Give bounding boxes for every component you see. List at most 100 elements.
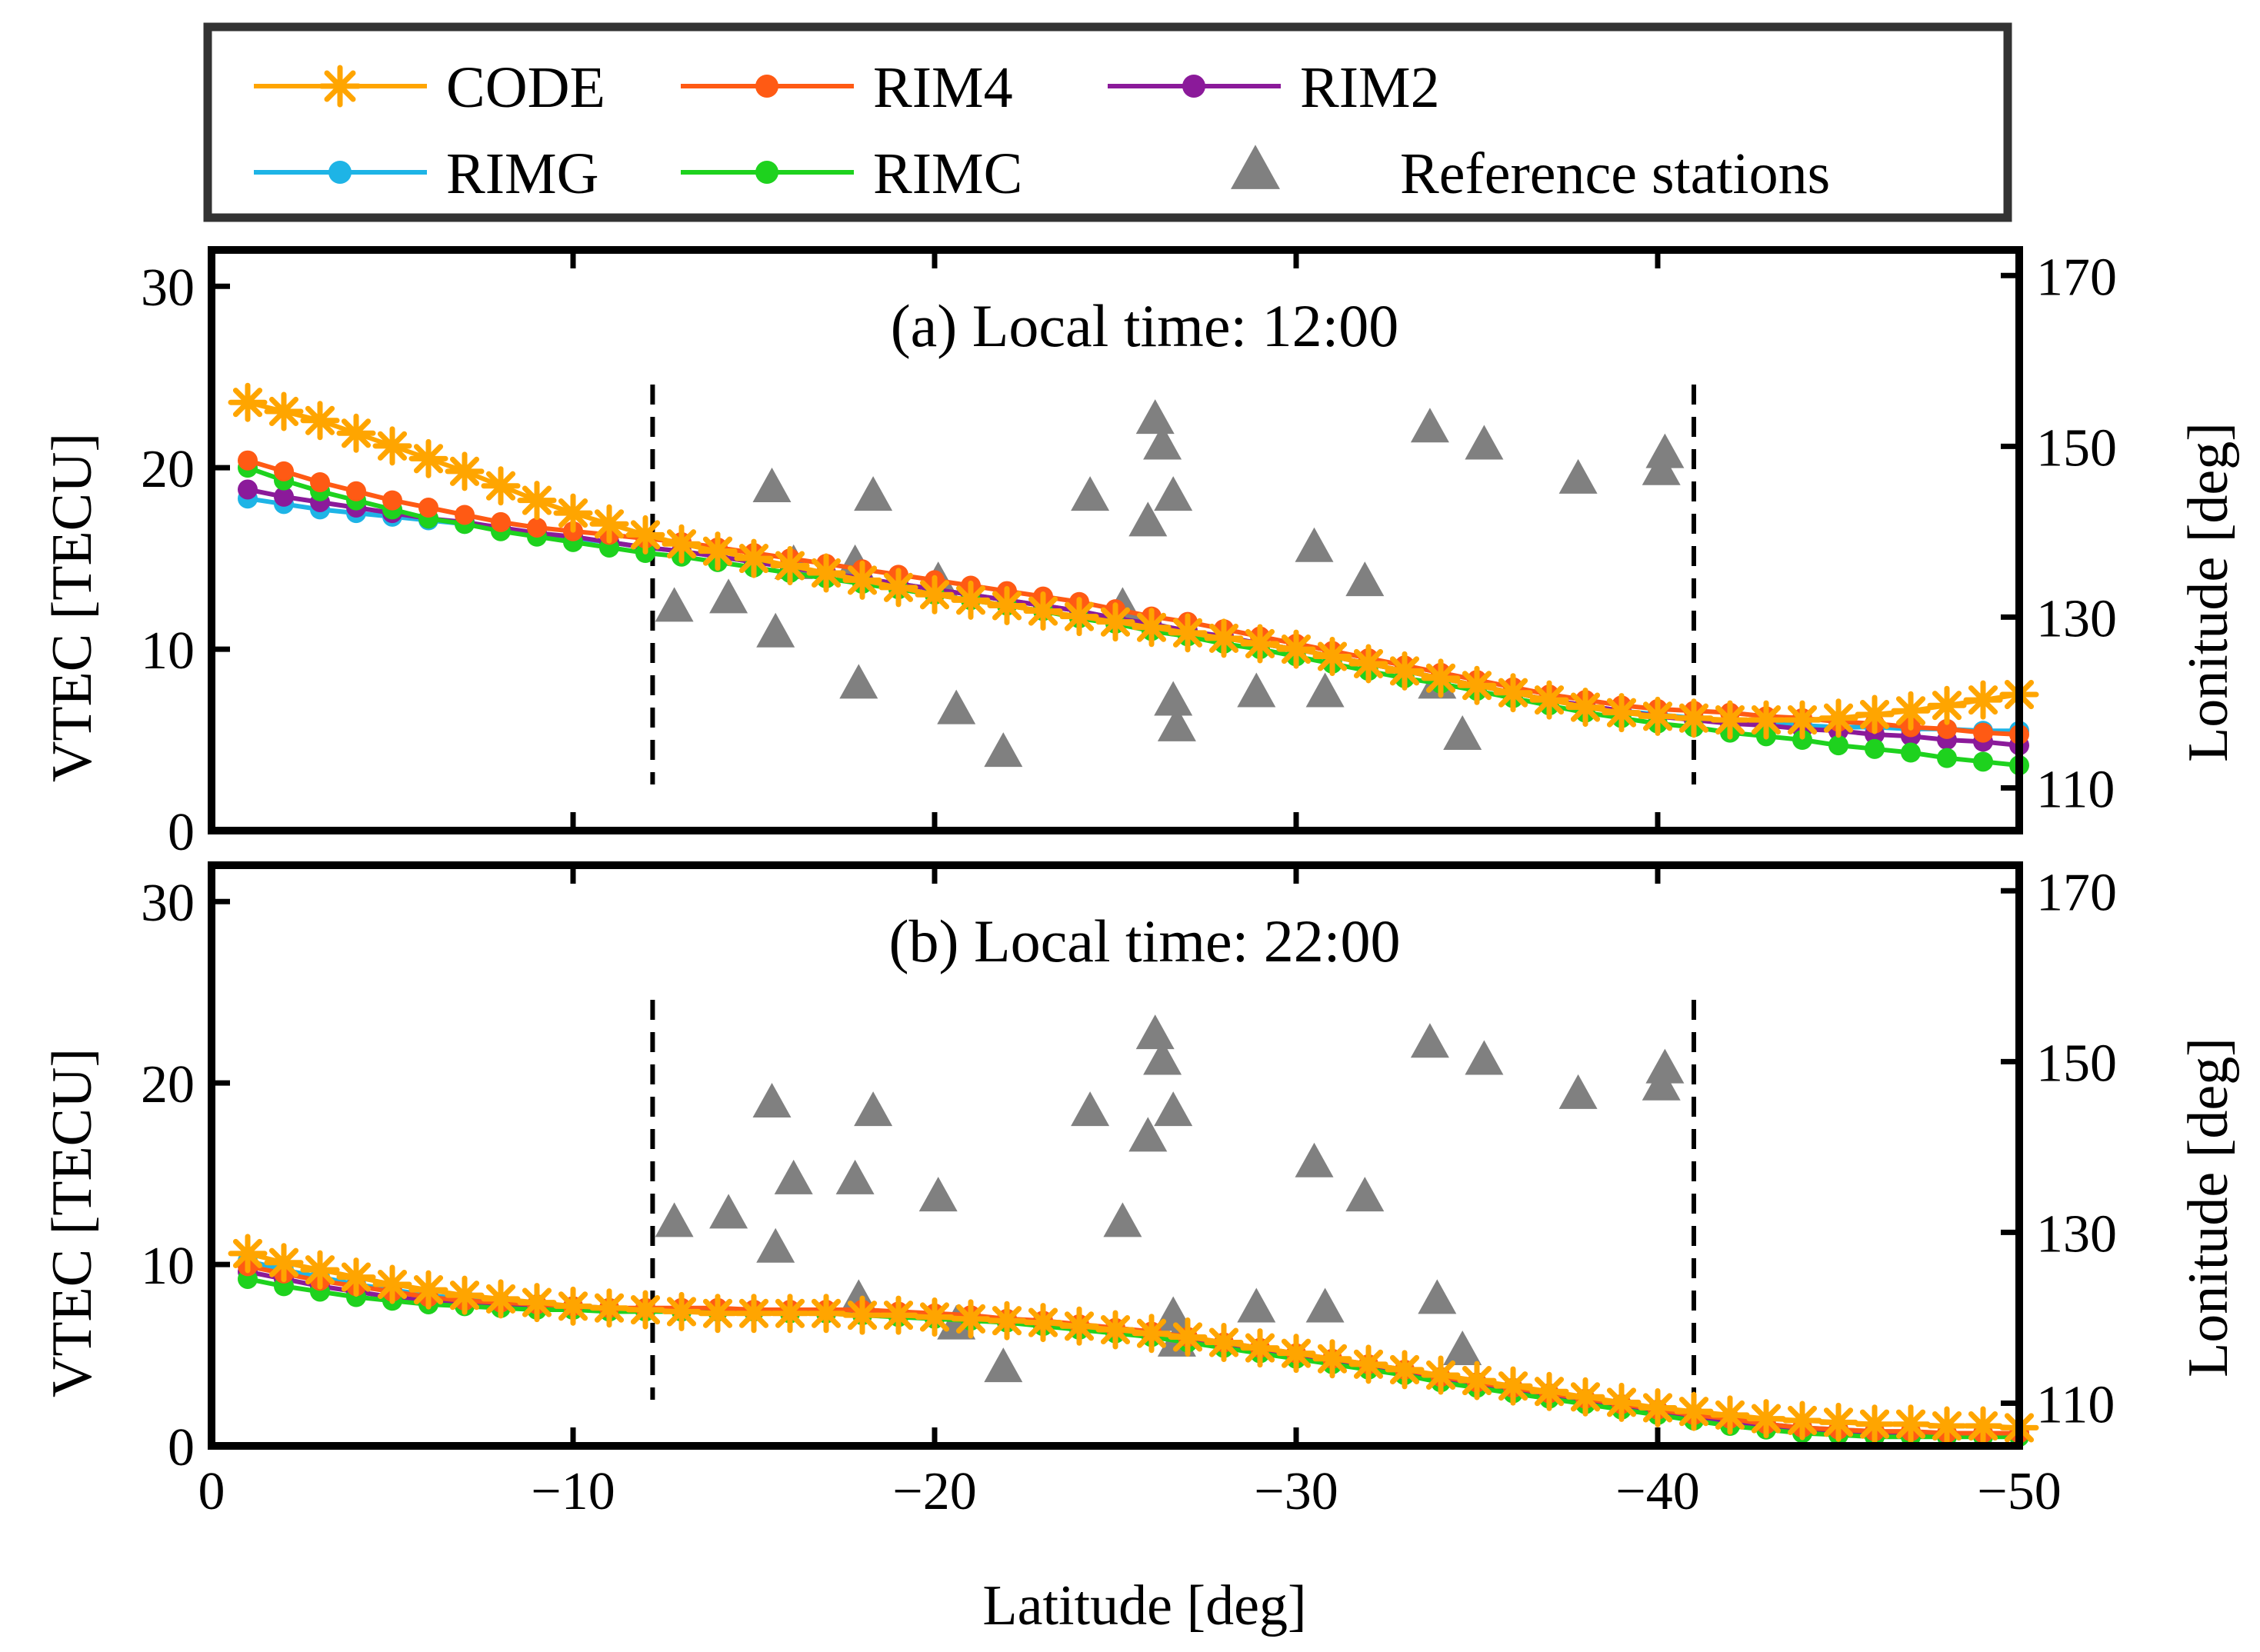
data-point [698,531,738,571]
data-point [1746,700,1786,740]
data-point [346,481,366,501]
reference-stations [655,1014,1685,1383]
data-point [915,1297,955,1337]
data-point [878,1295,918,1335]
data-point [1240,1328,1280,1368]
data-point [770,546,810,586]
data-point [1565,1377,1605,1417]
data-point [1828,735,1848,756]
data-point [1855,1404,1895,1444]
data-point [1348,644,1388,684]
reference-station-marker [756,612,795,648]
legend-marker-asterisk [318,65,362,108]
data-point [228,382,268,422]
x-tick-label: −30 [1254,1462,1338,1521]
reference-station-marker [1295,1142,1334,1177]
data-point [1782,1401,1822,1441]
reference-station-marker [1345,561,1385,597]
y-tick-label-right: 130 [2036,1204,2117,1264]
data-point [734,1294,774,1334]
series-code [228,382,2039,740]
data-point [1638,1387,1678,1427]
legend-label: CODE [446,55,605,120]
reference-station-marker [1558,1074,1598,1109]
data-point [517,1283,557,1323]
panel-b-title: (b) Local time: 22:00 [889,908,1401,974]
data-point [300,401,340,441]
data-point [1493,673,1533,713]
data-point [1973,751,1993,772]
reference-station-marker [1443,714,1482,750]
reference-station-marker [1465,425,1504,460]
reference-station-marker [1645,1048,1685,1084]
data-point [770,1294,810,1334]
legend-entry-code: CODE [254,55,605,120]
reference-station-marker [984,732,1023,768]
legend-entry-reference: Reference stations [1231,142,1830,206]
reference-station-marker [1410,1023,1449,1058]
data-point [408,1270,448,1310]
data-point [310,472,330,492]
reference-station-marker [1071,476,1110,511]
reference-station-marker [1154,681,1193,716]
legend-marker-dot [755,161,778,184]
y-tick-label-right: 150 [2036,1034,2117,1093]
data-point [1529,680,1569,720]
data-point [1674,698,1714,738]
data-point [445,451,485,491]
reference-station-marker [752,1082,792,1117]
legend-label: RIMC [873,142,1022,206]
panel-b-ylabel: VTEC [TECU] [41,1048,104,1397]
y-tick-label: 30 [141,874,195,933]
reference-station-marker [1071,1091,1110,1127]
data-point [1927,1406,1967,1446]
data-point [1818,698,1858,738]
data-point [1023,1303,1063,1343]
data-point [1385,1350,1425,1390]
series-code [228,1234,2039,1447]
data-point [445,1275,485,1315]
data-point [987,1301,1027,1341]
y-tick-label-right: 130 [2036,589,2117,648]
reference-station-marker [1418,1279,1457,1314]
panel-a: 0 10 20 30 110 130 150 170 (a) Local time: 12:0… [41,246,2240,862]
y-tick-label: 10 [141,621,195,681]
data-point [238,450,258,471]
legend-marker-dot [328,161,352,184]
reference-station-marker [1143,425,1182,460]
data-point [455,505,475,525]
data-point [1348,1344,1388,1384]
data-point [1276,1334,1316,1374]
data-point [1891,1404,1931,1444]
x-tick-label: 0 [198,1462,225,1521]
panel-a-ylabel: VTEC [TECU] [41,433,104,782]
reference-station-marker [1154,476,1193,511]
data-point [336,413,376,453]
y-tick-label: 10 [141,1237,195,1296]
legend: CODE RIM4 RIM2 RIMG RIMC Reference stations [203,22,2012,222]
reference-station-marker [835,1159,875,1194]
data-point [1746,1399,1786,1439]
data-point [1421,1355,1461,1395]
data-point [264,391,304,431]
data-point [1457,1361,1497,1401]
data-point [1973,722,1993,743]
data-point [806,1294,846,1334]
data-point [553,493,593,533]
data-point [1023,591,1063,631]
data-point [987,585,1027,625]
x-axis-label: Latitude [deg] [982,1574,1306,1637]
x-tick-label: −10 [531,1462,615,1521]
data-point [1891,691,1931,731]
data-point [1095,1310,1135,1350]
data-point [1565,688,1605,728]
data-point [734,538,774,578]
panel-b-ylabel-right: Lonitude [deg] [2177,1037,2240,1377]
reference-station-marker [937,689,976,724]
data-point [1602,1382,1642,1422]
data-point [274,461,294,481]
y-tick-label: 20 [141,440,195,499]
legend-entry-rimc: RIMC [681,142,1022,206]
reference-station-marker [1645,433,1685,468]
